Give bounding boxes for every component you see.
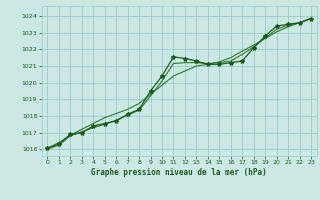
X-axis label: Graphe pression niveau de la mer (hPa): Graphe pression niveau de la mer (hPa) [91,168,267,177]
